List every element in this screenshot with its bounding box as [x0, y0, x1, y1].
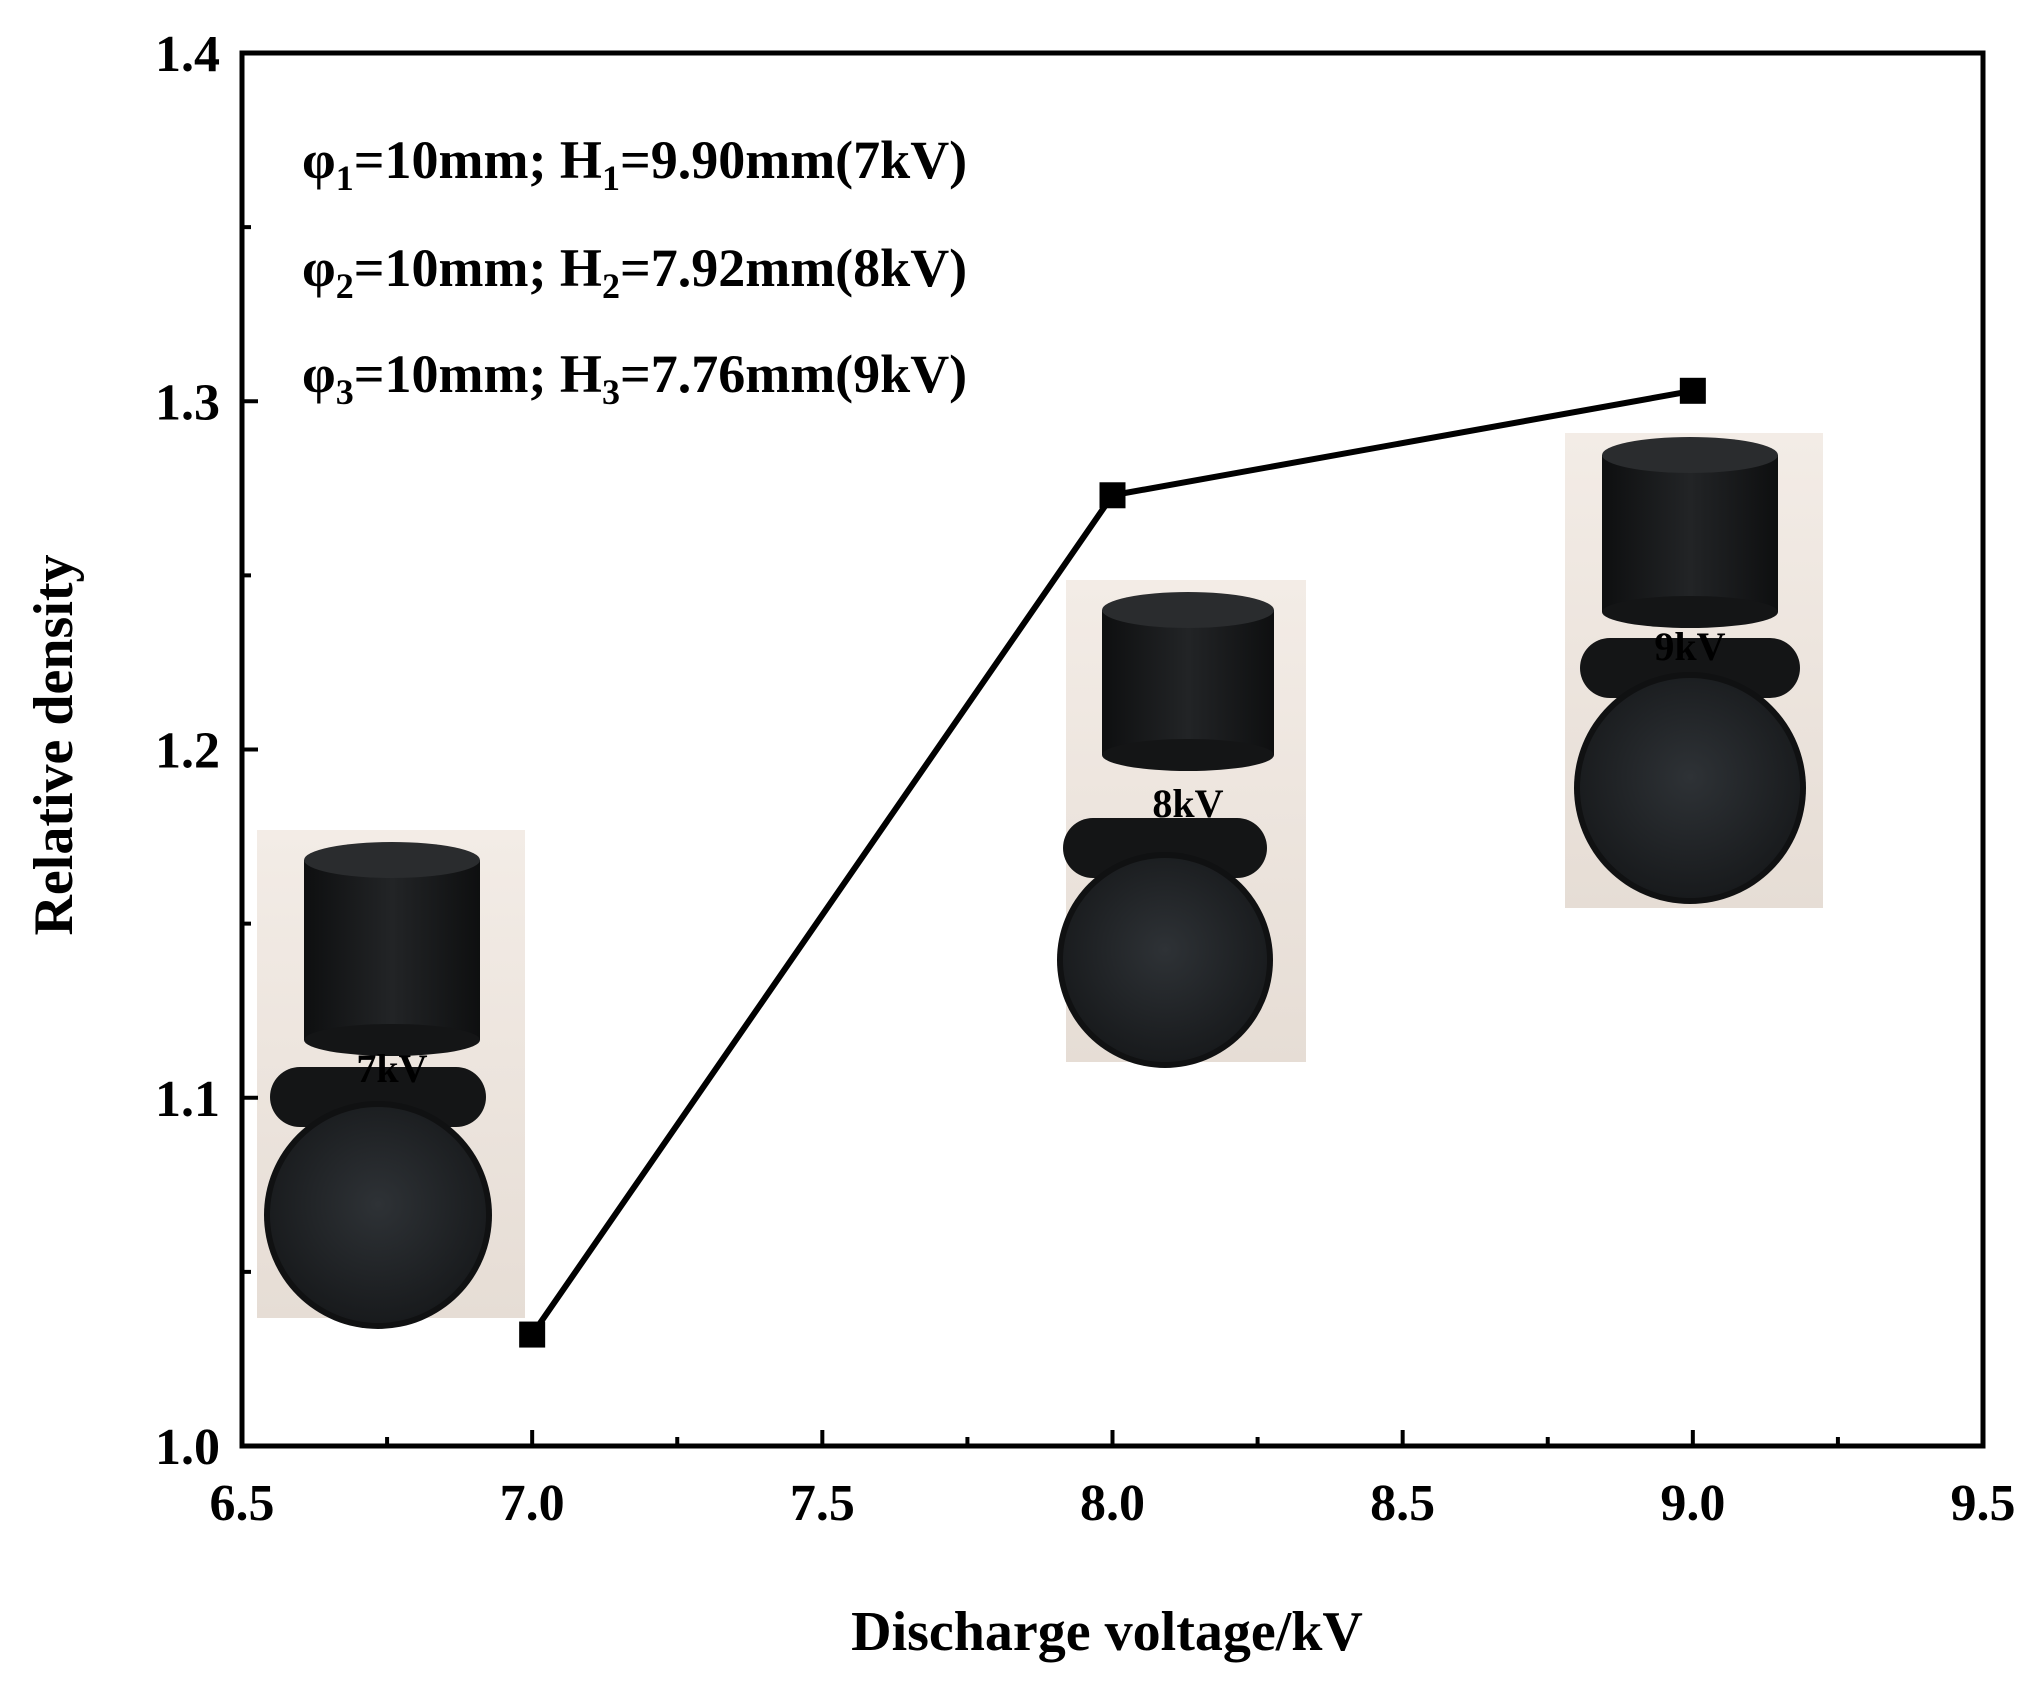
- annotation-subscript: 3: [336, 372, 354, 412]
- data-point: [1099, 482, 1126, 509]
- cylinder-body: [1063, 818, 1267, 878]
- series-group: [519, 377, 1706, 1348]
- x-tick-label: 9.5: [1951, 1475, 2016, 1532]
- annotation-text: =10mm; H: [354, 130, 602, 190]
- sample-photo-9kV: 9kV: [1565, 433, 1823, 908]
- annotation-line: φ2=10mm; H2=7.92mm(8kV): [302, 238, 967, 306]
- cylinder-face: [1580, 678, 1800, 898]
- x-tick-label: 6.5: [210, 1475, 275, 1532]
- annotation-text: =9.90mm(7kV): [620, 130, 967, 190]
- annotation-text: =10mm; H: [354, 238, 602, 298]
- y-tick-label: 1.1: [155, 1071, 220, 1128]
- sample-photo-7kV: 7kV: [257, 830, 525, 1329]
- y-tick-label: 1.3: [155, 374, 220, 431]
- sample-photo-8kV: 8kV: [1057, 580, 1306, 1068]
- data-point: [1679, 377, 1706, 404]
- annotation-subscript: 1: [336, 158, 354, 198]
- y-tick-label: 1.4: [155, 26, 220, 83]
- x-tick-label: 7.0: [500, 1475, 565, 1532]
- tick-labels: 6.5 7.0 7.5 8.0 8.5 9.0 9.5 1.0 1.1 1.2 1.3 1.4: [155, 26, 2016, 1532]
- cylinder-top: [1102, 592, 1274, 628]
- sample-label: 8kV: [1152, 781, 1223, 826]
- x-tick-label: 9.0: [1660, 1475, 1725, 1532]
- annotation-text: =7.76mm(9kV): [620, 344, 967, 404]
- annotation-subscript: 2: [602, 266, 620, 306]
- x-tick-label: 8.0: [1080, 1475, 1145, 1532]
- cylinder-side: [1602, 455, 1778, 612]
- annotation-line: φ3=10mm; H3=7.76mm(9kV): [302, 344, 967, 412]
- y-axis-label: Relative density: [23, 554, 85, 935]
- cylinder-side: [304, 860, 480, 1040]
- annotation-line: φ1=10mm; H1=9.90mm(7kV): [302, 130, 967, 198]
- annotation-text: φ: [302, 130, 336, 190]
- annotation-subscript: 2: [336, 266, 354, 306]
- sample-label: 9kV: [1654, 624, 1725, 669]
- annotation-text: =7.92mm(8kV): [620, 238, 967, 298]
- cylinder-body: [1580, 638, 1800, 698]
- axis-ticks: [240, 51, 1985, 1448]
- cylinder-bottom: [1102, 739, 1274, 771]
- annotation-text: =10mm; H: [354, 344, 602, 404]
- x-axis-label: Discharge voltage/kV: [851, 1601, 1363, 1663]
- annotation-subscript: 3: [602, 372, 620, 412]
- y-tick-label: 1.0: [155, 1419, 220, 1476]
- annotation-text: φ: [302, 238, 336, 298]
- x-tick-label: 8.5: [1370, 1475, 1435, 1532]
- cylinder-top: [304, 842, 480, 878]
- cylinder-body: [270, 1067, 486, 1127]
- sample-label: 7kV: [356, 1046, 427, 1091]
- data-point: [519, 1321, 546, 1348]
- dimension-annotations: φ1=10mm; H1=9.90mm(7kV)φ2=10mm; H2=7.92m…: [302, 130, 967, 412]
- annotation-text: φ: [302, 344, 336, 404]
- cylinder-bottom: [304, 1024, 480, 1056]
- y-tick-label: 1.2: [155, 723, 220, 780]
- cylinder-side: [1102, 610, 1274, 755]
- cylinder-face: [270, 1107, 486, 1323]
- cylinder-bottom: [1602, 596, 1778, 628]
- cylinder-top: [1602, 437, 1778, 473]
- x-tick-label: 7.5: [790, 1475, 855, 1532]
- annotation-subscript: 1: [602, 158, 620, 198]
- cylinder-face: [1063, 858, 1267, 1062]
- sample-photos: 7kV 8kV 9kV: [257, 433, 1823, 1329]
